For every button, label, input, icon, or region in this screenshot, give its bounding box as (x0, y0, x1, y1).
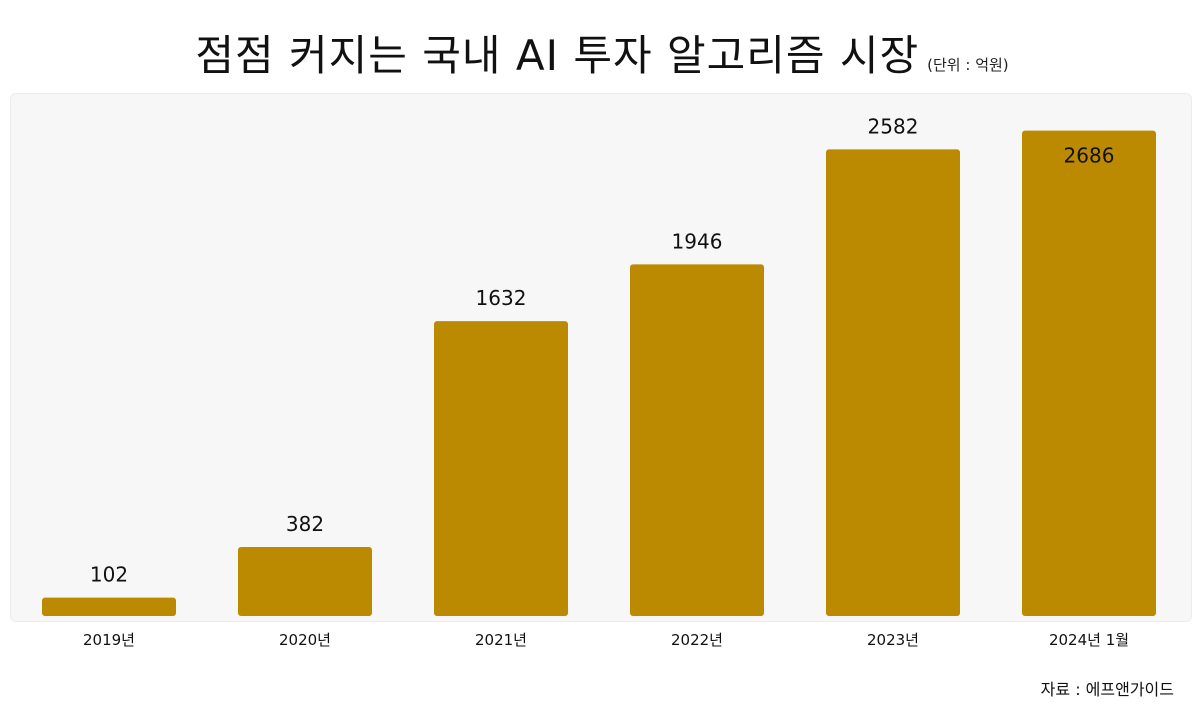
value-label-2: 1632 (476, 286, 527, 310)
value-label-3: 1946 (672, 229, 723, 253)
category-label-5: 2024년 1월 (1049, 631, 1129, 649)
value-label-5: 2686 (1064, 144, 1115, 168)
category-label-0: 2019년 (83, 631, 135, 649)
bar-3 (630, 264, 764, 616)
category-label-3: 2022년 (671, 631, 723, 649)
chart-title: 점점 커지는 국내 AI 투자 알고리즘 시장 (195, 31, 920, 80)
bar-5 (1022, 130, 1156, 616)
plot-area (10, 93, 1192, 622)
bar-4 (826, 149, 960, 616)
category-label-2: 2021년 (475, 631, 527, 649)
category-label-1: 2020년 (279, 631, 331, 649)
category-label-4: 2023년 (867, 631, 919, 649)
value-label-0: 102 (90, 563, 128, 587)
bar-2 (434, 321, 568, 616)
bar-0 (42, 597, 176, 616)
title-row: 점점 커지는 국내 AI 투자 알고리즘 시장 (단위 : 억원) (0, 22, 1204, 83)
value-label-4: 2582 (868, 114, 919, 138)
value-label-1: 382 (286, 512, 324, 536)
source-note: 자료 : 에프앤가이드 (1040, 680, 1174, 699)
bar-1 (238, 546, 372, 616)
unit-note: (단위 : 억원) (927, 56, 1009, 74)
